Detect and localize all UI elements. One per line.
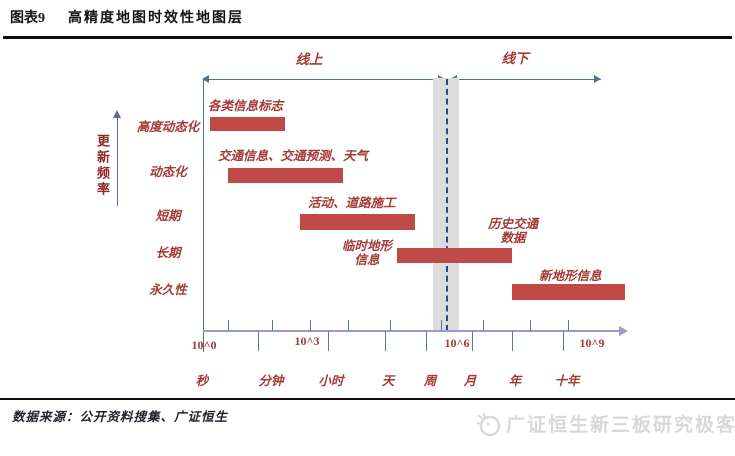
bar-info-signs [210,117,285,131]
axis-tick-up [228,320,229,331]
offline-region-arrow [451,79,601,80]
frequency-arrow [117,116,118,206]
bar-label-temp-terrain: 临时地形信息 [341,239,392,267]
bar-label-events-roadworks: 活动、道路施工 [308,196,396,210]
divider-dashed-line [446,79,448,331]
axis-tick-down [426,331,427,351]
arrowhead-up-icon [113,110,121,118]
axis-tick-up [483,320,484,331]
axis-tick-down [472,331,473,351]
axis-tick-up [348,320,349,331]
axis-tick-down [512,331,513,351]
time-label-decade: 十年 [554,374,580,388]
time-label-year: 年 [508,374,522,388]
bar-traffic-weather [228,168,343,183]
offline-region-label: 线下 [501,51,529,66]
bar-new-terrain [512,284,625,300]
time-label-second: 秒 [195,374,209,388]
row-label-highly-dynamic: 高度动态化 [136,120,200,134]
x-tick-label-10e3: 10^3 [294,334,320,348]
x-tick-label-10e6: 10^6 [444,336,470,350]
frequency-axis-label: 更新频率 [95,134,110,198]
time-label-month: 月 [463,374,477,388]
axis-tick-up [390,320,391,331]
axis-tick-up [568,320,569,331]
axis-tick-up [310,320,311,331]
arrowhead-right-icon [594,75,601,83]
figure-number: 图表9 [10,11,45,26]
bar-label-new-terrain: 新地形信息 [539,269,602,283]
axis-tick-up [530,320,531,331]
bar-label-historic-traffic: 历史交通数据 [487,217,538,245]
axis-tick-down [328,331,329,351]
bar-temp-terrain-historic-traffic [397,248,512,263]
footer-rule [0,398,735,400]
data-source-note: 数据来源：公开资料搜集、广证恒生 [12,410,229,424]
online-region-label: 线上 [295,52,323,67]
figure-title: 高精度地图时效性地图层 [68,11,244,26]
bar-label-traffic-weather: 交通信息、交通预测、天气 [218,149,369,163]
bar-label-info-signs: 各类信息标志 [208,99,284,113]
row-label-long-term: 长期 [155,246,181,260]
header-rule [3,36,732,39]
watermark-text: 广证恒生新三板研究极客 [506,415,735,436]
x-tick-label-10e0: 10^0 [191,338,217,352]
time-label-day: 天 [381,374,395,388]
arrowhead-left-icon [202,75,209,83]
y-axis [203,79,204,352]
x-axis [203,330,621,332]
axis-tick-up [272,320,273,331]
arrowhead-right-icon [619,326,628,336]
time-label-minute: 分钟 [258,374,284,388]
bar-events-roadworks [300,214,415,230]
watermark-logo-icon [476,412,501,437]
axis-tick-down [563,331,564,351]
time-label-week: 周 [423,374,437,388]
axis-tick-down [385,331,386,351]
time-label-hour: 小时 [318,374,344,388]
axis-tick-down [258,331,259,351]
row-label-short-term: 短期 [155,209,181,223]
online-region-arrow [203,79,446,80]
axis-tick-up [441,320,442,331]
row-label-permanent: 永久性 [149,283,187,297]
x-tick-label-10e9: 10^9 [579,336,605,350]
row-label-dynamic: 动态化 [149,165,187,179]
